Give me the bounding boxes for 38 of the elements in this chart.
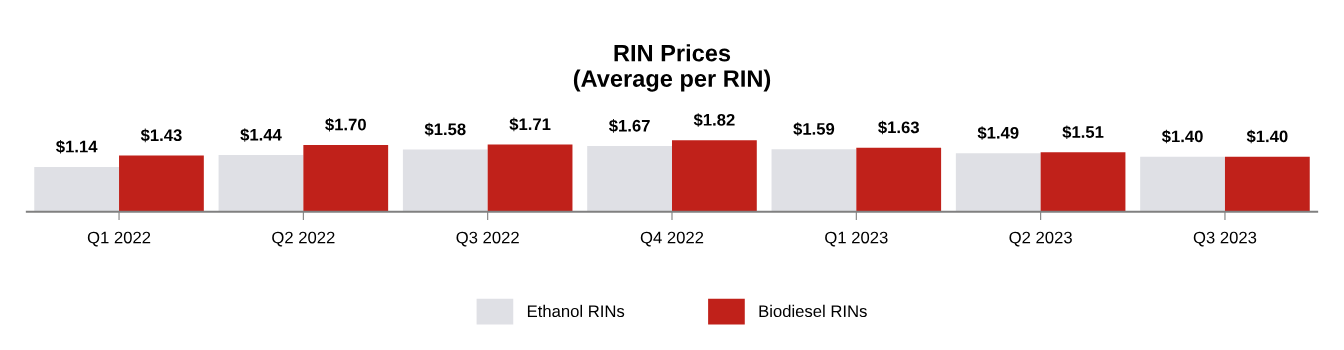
x-tick-label: Q4 2022 — [640, 231, 704, 247]
x-tick-label: Q3 2023 — [1193, 231, 1257, 247]
bar — [487, 144, 573, 212]
data-label: $1.59 — [793, 122, 835, 136]
data-label: $1.40 — [1246, 129, 1288, 144]
bar — [771, 149, 857, 212]
data-label: $1.49 — [977, 126, 1019, 140]
bar — [303, 144, 389, 212]
bar — [1224, 156, 1310, 212]
x-tick-label: Q1 2023 — [825, 231, 888, 247]
bar — [955, 153, 1041, 212]
x-tick-label: Q3 2022 — [456, 231, 519, 247]
data-label: $1.51 — [1062, 125, 1104, 140]
bar — [1040, 152, 1126, 212]
bar — [34, 166, 120, 212]
x-tick-label: Q2 2022 — [272, 231, 335, 247]
x-tick-label: Q2 2023 — [1009, 231, 1072, 247]
bar — [402, 149, 488, 212]
legend-label: Ethanol RINs — [527, 304, 625, 318]
data-label: $1.82 — [693, 113, 735, 127]
data-label: $1.71 — [509, 117, 551, 132]
data-label: $1.63 — [878, 120, 919, 135]
data-label: $1.70 — [325, 117, 366, 132]
data-label: $1.14 — [56, 139, 98, 154]
bar — [587, 146, 672, 212]
bar — [218, 155, 304, 212]
bar — [672, 140, 757, 212]
data-label: $1.43 — [140, 128, 182, 143]
bar — [119, 155, 204, 212]
bar — [856, 147, 942, 212]
legend-label: Biodiesel RINs — [759, 304, 867, 318]
data-label: $1.67 — [608, 119, 650, 133]
bar — [1140, 156, 1225, 212]
data-label: $1.58 — [424, 122, 466, 137]
data-label: $1.44 — [240, 128, 282, 142]
x-tick-label: Q1 2022 — [87, 231, 151, 247]
chart-title: RIN Prices (Average per RIN) — [573, 44, 771, 92]
data-label: $1.40 — [1161, 129, 1203, 144]
